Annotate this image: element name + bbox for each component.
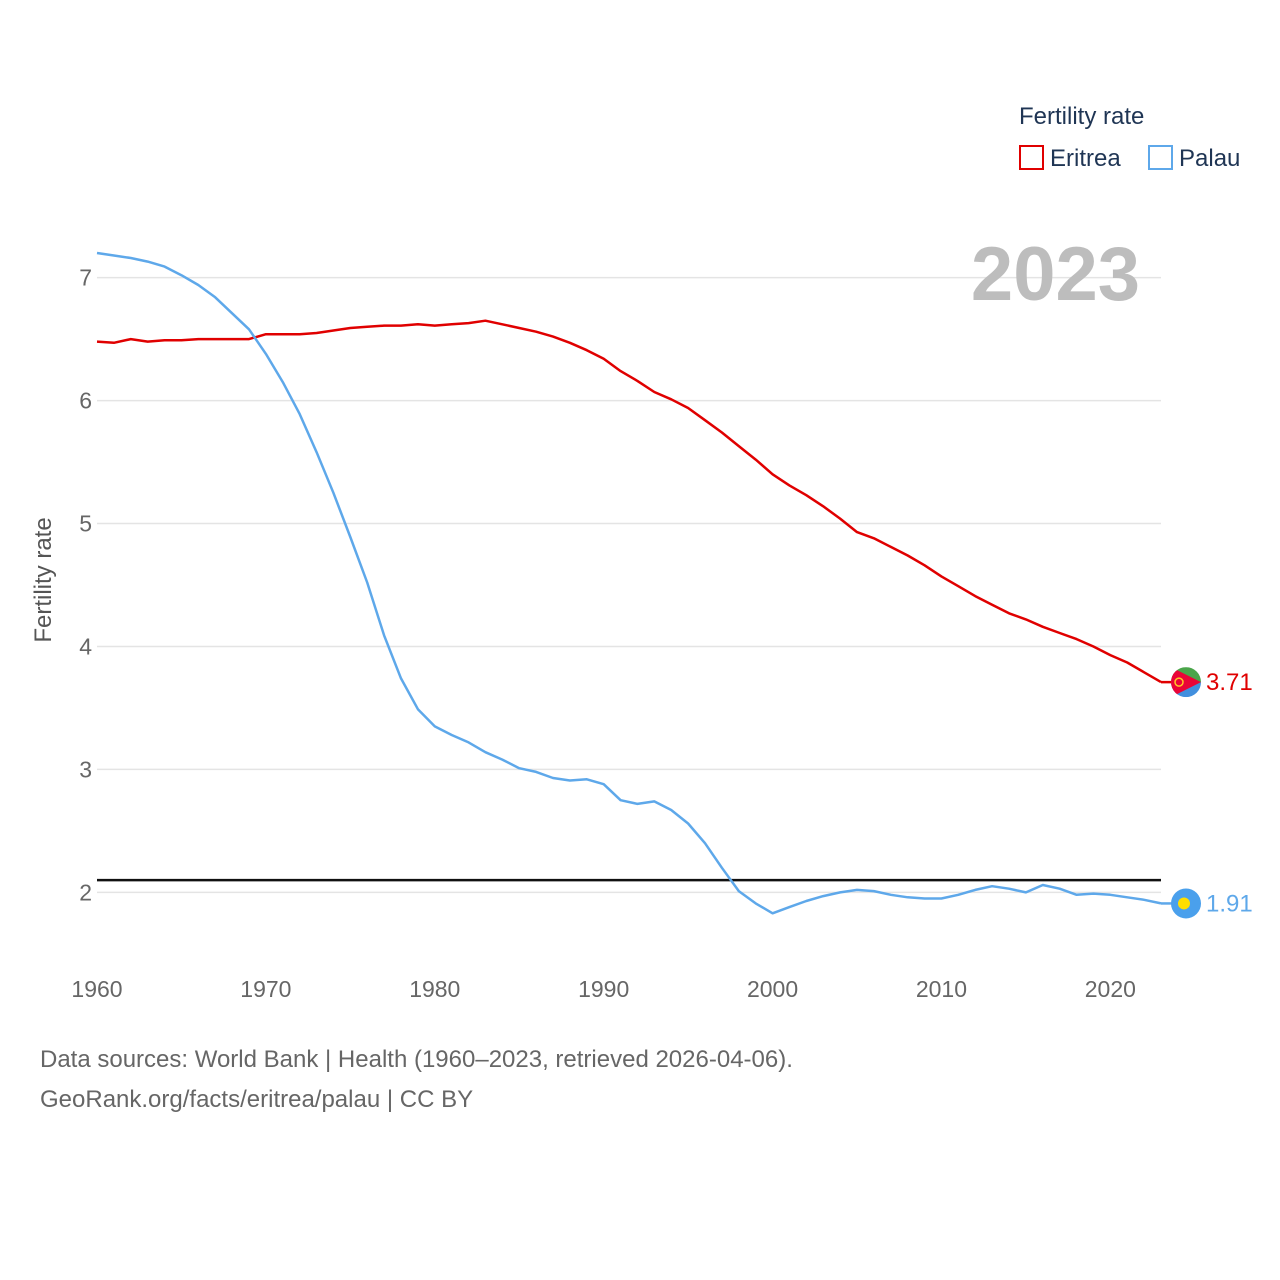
legend: Fertility rate Eritrea Palau	[1019, 103, 1240, 172]
x-tick-label-2020: 2020	[1085, 976, 1136, 1002]
palau-flag-disc	[1178, 897, 1190, 910]
y-tick-label-7: 7	[79, 265, 92, 291]
y-tick-label-3: 3	[79, 756, 92, 782]
legend-title: Fertility rate	[1019, 103, 1144, 130]
eritrea-flag-body	[1171, 667, 1201, 698]
eritrea-flag-red	[1171, 667, 1201, 698]
end-value-label-eritrea: 3.71	[1206, 669, 1253, 696]
end-markers: 3.71 1.91	[1161, 667, 1253, 919]
source-note: Data sources: World Bank | Health (1960–…	[40, 1046, 793, 1073]
legend-label-eritrea[interactable]: Eritrea	[1050, 145, 1121, 172]
series-line-palau	[96, 251, 1162, 915]
legend-swatch-palau[interactable]	[1148, 145, 1173, 170]
y-tick-label-2: 2	[79, 879, 92, 905]
legend-label-palau[interactable]: Palau	[1179, 145, 1240, 172]
series-group	[96, 251, 1162, 915]
legend-swatch-eritrea[interactable]	[1019, 145, 1044, 170]
y-axis-ticks: 2 3 4 5 6 7	[79, 265, 92, 906]
end-value-label-palau: 1.91	[1206, 890, 1253, 917]
x-tick-label-1980: 1980	[409, 976, 460, 1002]
source-link[interactable]: GeoRank.org/facts/eritrea/palau | CC BY	[40, 1086, 474, 1113]
y-axis-label: Fertility rate	[30, 517, 57, 642]
x-tick-label-1990: 1990	[578, 976, 629, 1002]
y-tick-label-6: 6	[79, 388, 92, 414]
x-tick-label-1960: 1960	[71, 976, 122, 1002]
x-tick-label-1970: 1970	[240, 976, 291, 1002]
eritrea-flag-wreath	[1174, 677, 1184, 687]
current-year-label: 2023	[971, 232, 1140, 317]
x-tick-label-2000: 2000	[747, 976, 798, 1002]
y-tick-label-5: 5	[79, 511, 92, 537]
x-axis-ticks: 1960 1970 1980 1990 2000 2010 2020	[71, 976, 1136, 1002]
x-tick-label-2010: 2010	[916, 976, 967, 1002]
grid-lines	[97, 276, 1161, 894]
palau-flag-icon	[1171, 888, 1201, 919]
eritrea-flag-icon	[1171, 667, 1201, 698]
y-tick-label-4: 4	[79, 633, 92, 659]
series-line-eritrea	[96, 319, 1162, 684]
